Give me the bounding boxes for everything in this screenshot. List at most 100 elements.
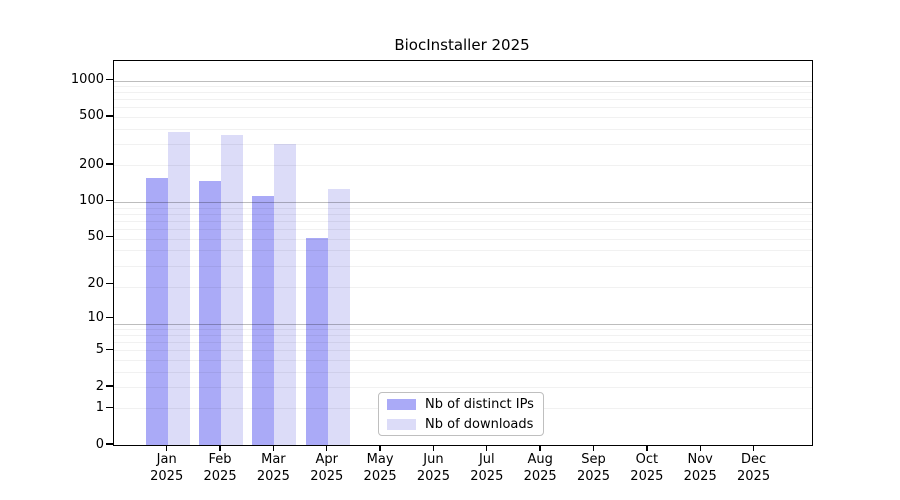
x-tick-mark: [379, 445, 381, 451]
x-tick-label: Jan 2025: [137, 452, 197, 485]
x-tick-label-month: Dec: [740, 452, 767, 467]
x-tick-label: Aug 2025: [510, 452, 570, 485]
major-gridline: [114, 80, 812, 82]
legend-swatch: [387, 418, 416, 430]
x-tick-label: Mar 2025: [243, 452, 303, 485]
x-tick-label-year: 2025: [310, 468, 344, 484]
x-tick-mark: [752, 445, 755, 451]
y-tick-mark: [106, 199, 113, 202]
y-tick-mark: [106, 282, 113, 285]
minor-gridline: [114, 286, 812, 288]
bar-nb-of-downloads-apr: [327, 188, 350, 445]
x-tick-label-year: 2025: [363, 468, 397, 484]
minor-gridline: [114, 350, 812, 352]
x-tick-label-year: 2025: [256, 468, 290, 484]
x-tick-label-year: 2025: [737, 468, 771, 484]
minor-gridline: [114, 342, 812, 344]
x-tick-label: Oct 2025: [617, 452, 677, 485]
bar-nb-of-downloads-mar: [274, 144, 297, 445]
x-tick-mark: [272, 445, 275, 451]
x-tick-mark: [486, 445, 488, 451]
legend-label: Nb of downloads: [425, 416, 534, 432]
minor-gridline: [114, 144, 812, 146]
minor-gridline: [114, 99, 812, 101]
x-tick-label-year: 2025: [416, 468, 450, 484]
x-tick-label-month: May: [366, 452, 394, 467]
minor-gridline: [114, 107, 812, 109]
legend: Nb of distinct IPs Nb of downloads: [378, 392, 544, 436]
minor-gridline: [114, 92, 812, 94]
x-tick-label: Feb 2025: [190, 452, 250, 485]
x-tick-mark: [646, 445, 648, 451]
x-tick-mark: [166, 445, 168, 451]
legend-item: Nb of distinct IPs: [379, 396, 543, 413]
y-tick-mark: [106, 406, 113, 409]
y-tick-label: 500: [79, 108, 104, 124]
minor-gridline: [114, 117, 812, 119]
legend-swatch: [387, 398, 416, 410]
x-tick-label-year: 2025: [630, 468, 664, 484]
x-tick-label-month: Jun: [423, 452, 444, 467]
minor-gridline: [114, 213, 812, 215]
x-tick-label-month: Apr: [315, 452, 339, 467]
y-tick-label: 5: [95, 341, 104, 357]
minor-gridline: [114, 165, 812, 167]
bar-nb-of-distinct-ips-apr: [305, 237, 328, 445]
y-tick-label: 50: [87, 229, 104, 245]
x-tick-label: Jul 2025: [457, 452, 517, 485]
y-tick-mark: [106, 385, 113, 387]
bar-nb-of-distinct-ips-mar: [252, 196, 275, 445]
x-tick-label-month: Sep: [581, 452, 606, 467]
chart-title: BiocInstaller 2025: [394, 36, 530, 54]
plot-inner: [114, 61, 812, 445]
y-tick-mark: [106, 443, 113, 445]
x-tick-label-year: 2025: [203, 468, 237, 484]
bar-nb-of-downloads-jan: [167, 132, 190, 445]
x-tick-label: Jun 2025: [403, 452, 463, 485]
y-tick-label: 1: [95, 399, 104, 415]
bar-nb-of-distinct-ips-jan: [145, 177, 168, 445]
y-tick-label: 2: [95, 378, 104, 394]
minor-gridline: [114, 228, 812, 230]
major-gridline: [114, 323, 812, 325]
minor-gridline: [114, 360, 812, 362]
x-tick-label: Dec 2025: [724, 452, 784, 485]
x-tick-label-month: Feb: [208, 452, 232, 467]
legend-item: Nb of downloads: [379, 416, 543, 433]
y-tick-label: 1000: [70, 71, 104, 87]
x-tick-label: Apr 2025: [297, 452, 357, 485]
x-tick-label-month: Aug: [527, 452, 553, 467]
y-tick-mark: [106, 163, 113, 165]
major-gridline: [114, 202, 812, 203]
bar-nb-of-downloads-feb: [221, 134, 244, 445]
x-tick-label: May 2025: [350, 452, 410, 485]
minor-gridline: [114, 220, 812, 222]
x-tick-mark: [326, 445, 328, 451]
x-tick-label-month: Jul: [478, 452, 495, 467]
x-tick-label-year: 2025: [150, 468, 184, 484]
y-tick-label: 20: [87, 275, 104, 291]
x-tick-label-year: 2025: [523, 468, 557, 484]
x-tick-mark: [539, 445, 541, 451]
x-tick-label: Nov 2025: [670, 452, 730, 485]
y-tick-label: 200: [79, 156, 104, 172]
x-tick-mark: [592, 445, 595, 451]
x-tick-mark: [432, 445, 435, 451]
y-tick-mark: [106, 348, 113, 351]
minor-gridline: [114, 207, 812, 209]
x-tick-label-year: 2025: [470, 468, 504, 484]
x-tick-label-year: 2025: [576, 468, 611, 484]
x-tick-label-month: Jan: [156, 452, 177, 467]
minor-gridline: [114, 387, 812, 389]
minor-gridline: [114, 250, 812, 252]
y-tick-mark: [106, 115, 113, 117]
plot-area: [113, 60, 813, 446]
y-tick-mark: [106, 235, 113, 238]
minor-gridline: [114, 335, 812, 337]
y-tick-label: 100: [79, 192, 104, 208]
legend-label: Nb of distinct IPs: [425, 396, 534, 412]
x-tick-label-month: Mar: [261, 452, 286, 467]
x-tick-label-year: 2025: [683, 468, 717, 484]
x-tick-label: Sep 2025: [564, 452, 624, 485]
